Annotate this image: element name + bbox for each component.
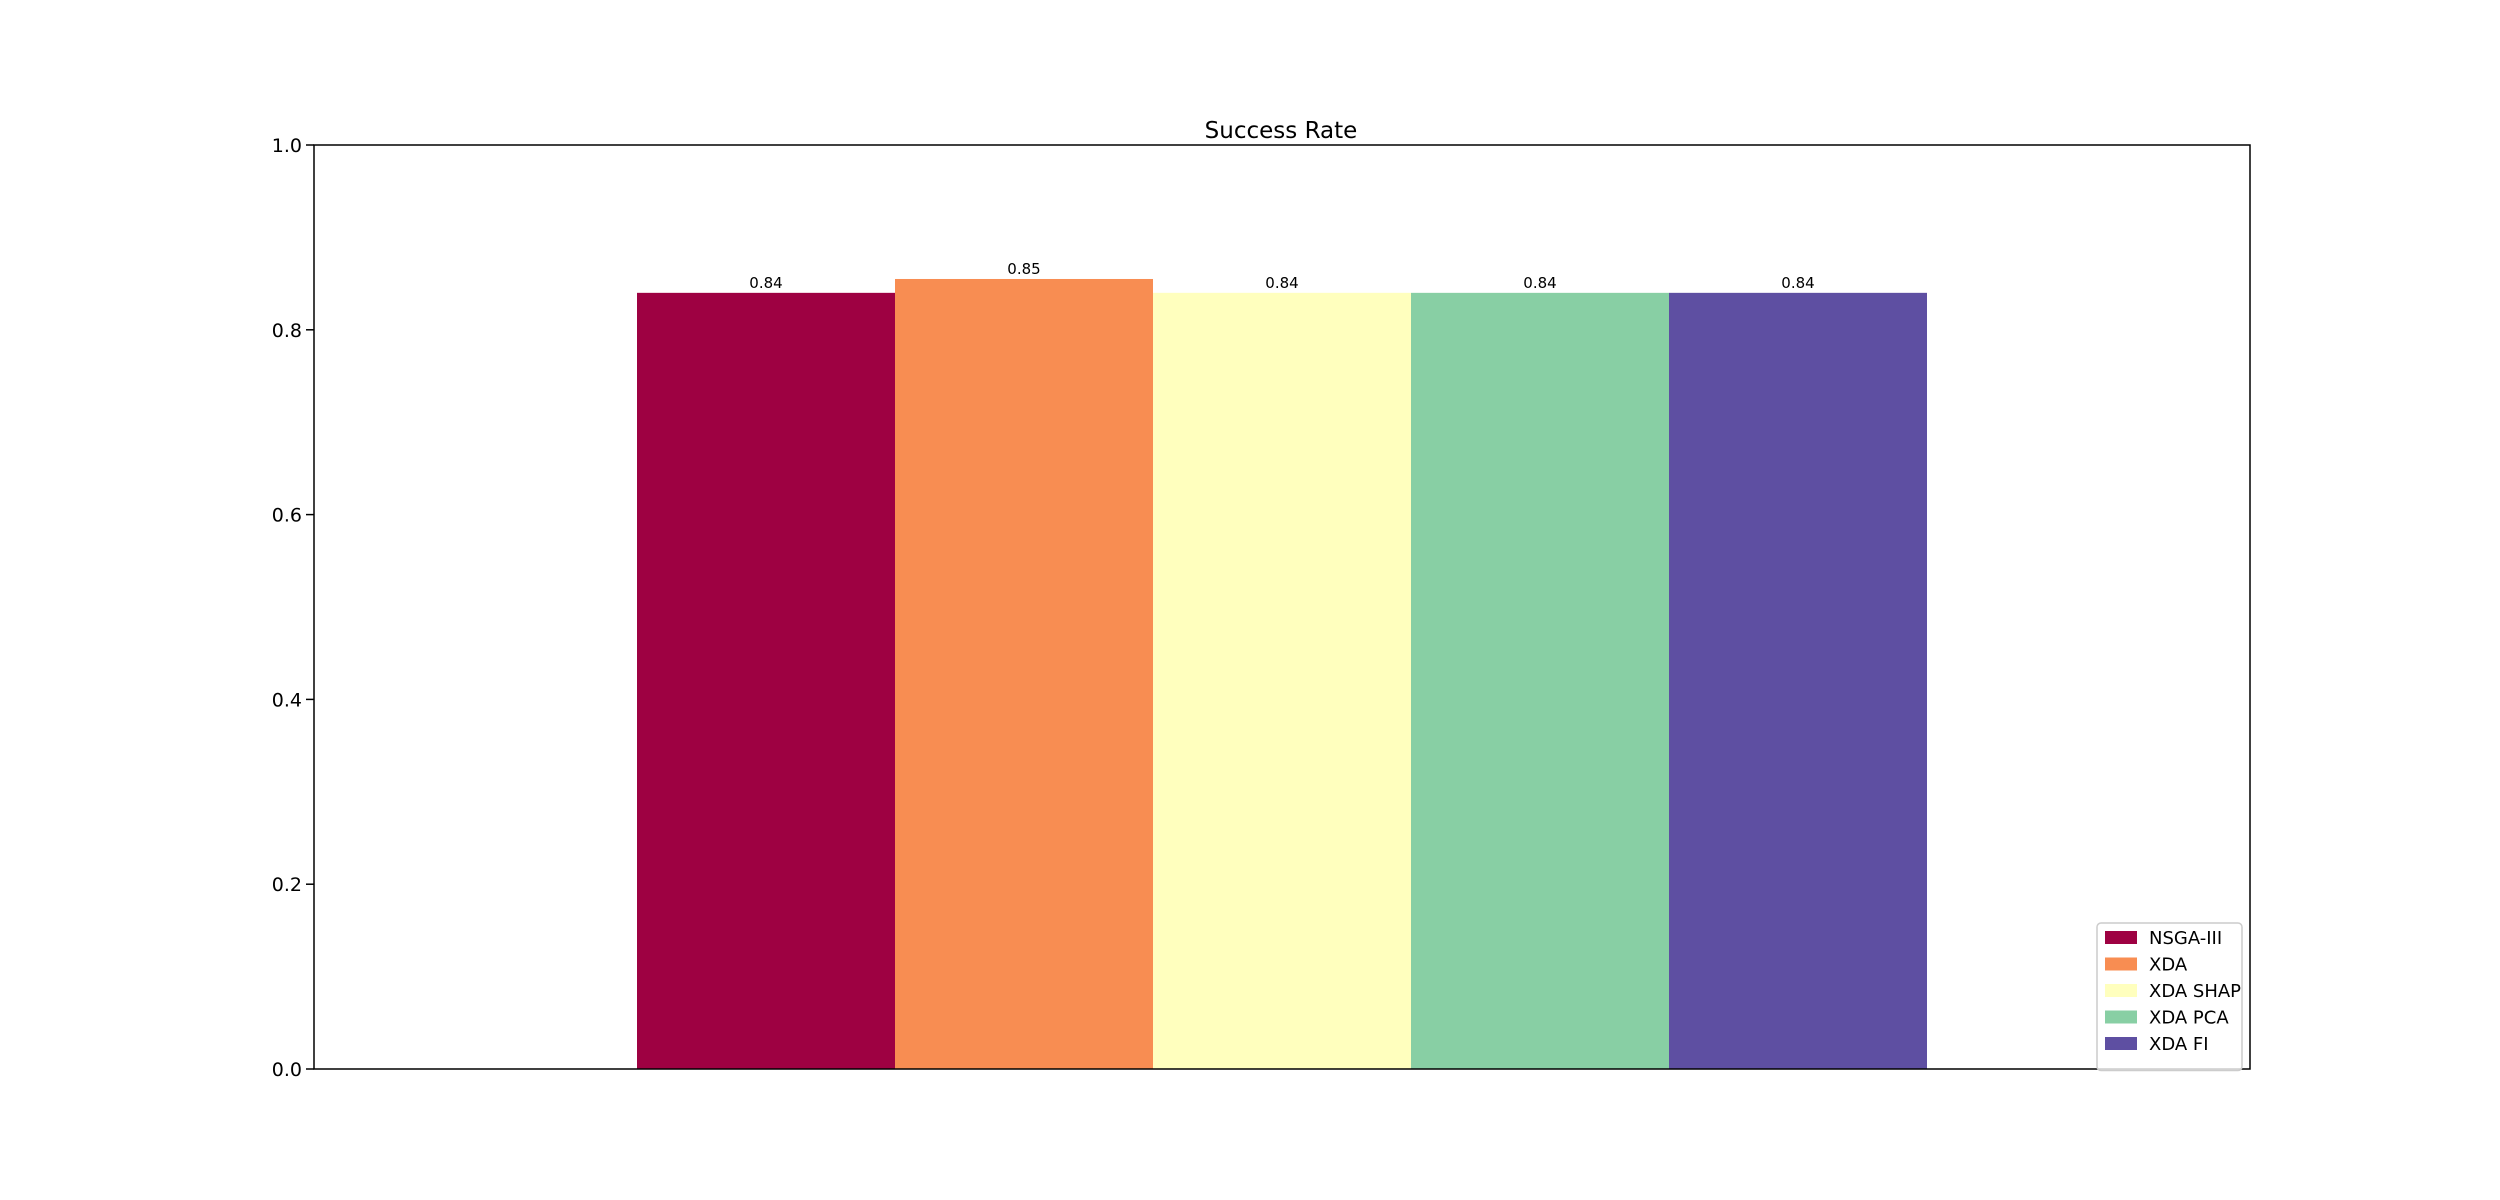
- legend-label: XDA PCA: [2149, 1008, 2229, 1029]
- legend: NSGA-III XDA XDA SHAP XDA PCA XDA FI: [2096, 922, 2243, 1072]
- legend-label: XDA FI: [2149, 1034, 2209, 1055]
- y-tick-label: 0.8: [272, 320, 302, 342]
- legend-label: XDA SHAP: [2149, 981, 2241, 1002]
- bar-value-label: 0.84: [1265, 274, 1298, 292]
- legend-label: NSGA-III: [2149, 928, 2222, 949]
- y-tick-label: 0.0: [272, 1059, 302, 1081]
- y-tick-label: 1.0: [272, 135, 302, 157]
- legend-label: XDA: [2149, 955, 2188, 976]
- value-labels-layer: 0.84 0.85 0.84 0.84 0.84: [749, 260, 1814, 292]
- bar-value-label: 0.84: [1781, 274, 1814, 292]
- bar-nsga-iii: [637, 292, 895, 1070]
- y-tick-label: 0.4: [272, 689, 302, 711]
- legend-swatch: [2105, 931, 2137, 944]
- legend-swatch: [2105, 1010, 2137, 1024]
- bar-value-label: 0.84: [749, 274, 782, 292]
- y-tick-label: 0.2: [272, 874, 302, 896]
- y-axis: 0.0 0.2 0.4 0.6 0.8 1.0: [272, 135, 314, 1081]
- bar-value-label: 0.84: [1523, 274, 1556, 292]
- bar-xda-shap: [1153, 292, 1411, 1070]
- bar-xda-fi: [1669, 292, 1927, 1070]
- plot-frame: [313, 144, 2251, 1070]
- bar-xda: [895, 278, 1153, 1070]
- bar-xda-pca: [1411, 292, 1669, 1070]
- bar-value-label: 0.85: [1007, 260, 1040, 278]
- bars-layer: [637, 278, 1927, 1070]
- y-tick-label: 0.6: [272, 505, 302, 527]
- legend-swatch: [2105, 1037, 2137, 1050]
- chart-title: Success Rate: [1205, 118, 1358, 144]
- legend-swatch: [2105, 957, 2137, 971]
- legend-swatch: [2105, 984, 2137, 997]
